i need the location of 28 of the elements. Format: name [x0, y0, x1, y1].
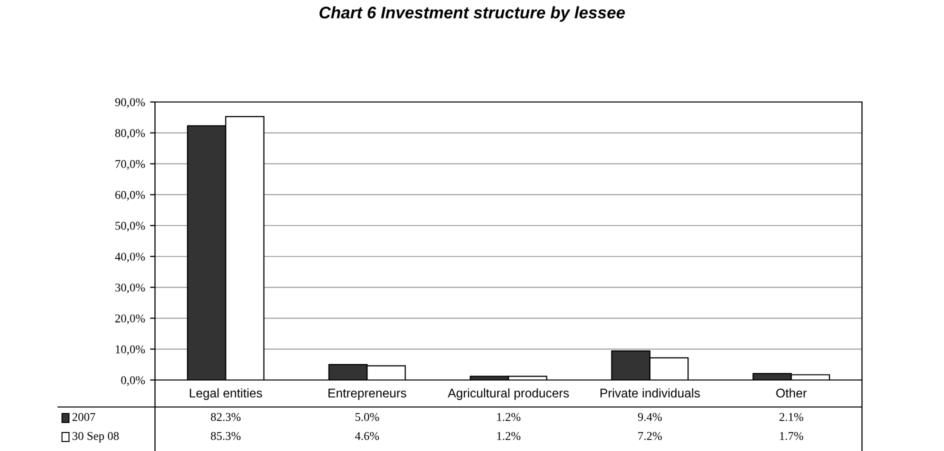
y-tick-label: 0,0% [121, 376, 145, 386]
data-label: 9.4% [638, 412, 662, 422]
x-tick-label: Other [776, 388, 807, 398]
data-label: 4.6% [355, 432, 379, 440]
data-label: 2.1% [780, 412, 804, 422]
y-tick-label: 60,0% [115, 190, 145, 201]
data-label: 5.0% [355, 412, 379, 422]
data-label: 1.2% [497, 432, 520, 440]
x-tick-label: Entrepreneurs [328, 388, 406, 400]
chart-title: Chart 6 Investment structure by lessee [320, 6, 625, 22]
data-label: 7.2% [638, 432, 662, 440]
y-tick-label: 40,0% [115, 252, 145, 262]
y-tick-label: 70,0% [116, 160, 145, 170]
x-tick-label: Legal entities [190, 388, 262, 400]
legend-label: 2007 [72, 412, 96, 421]
y-tick-label: 30,0% [115, 284, 145, 294]
x-tick-label: Agricultural producers [448, 388, 569, 400]
data-label: 82.3% [210, 412, 241, 422]
y-tick-label: 10,0% [116, 345, 145, 356]
y-tick-label: 80,0% [115, 129, 145, 139]
data-label: 1.7% [780, 432, 804, 440]
data-label: 1.2% [497, 412, 520, 422]
x-tick-label: Private individuals [600, 388, 700, 398]
data-label: 85.3% [210, 432, 241, 440]
legend-label: 30 Sep 08 [72, 432, 119, 442]
y-tick-label: 20,0% [115, 314, 145, 324]
y-tick-label: 90,0% [115, 98, 145, 108]
y-tick-label: 50,0% [115, 222, 145, 232]
